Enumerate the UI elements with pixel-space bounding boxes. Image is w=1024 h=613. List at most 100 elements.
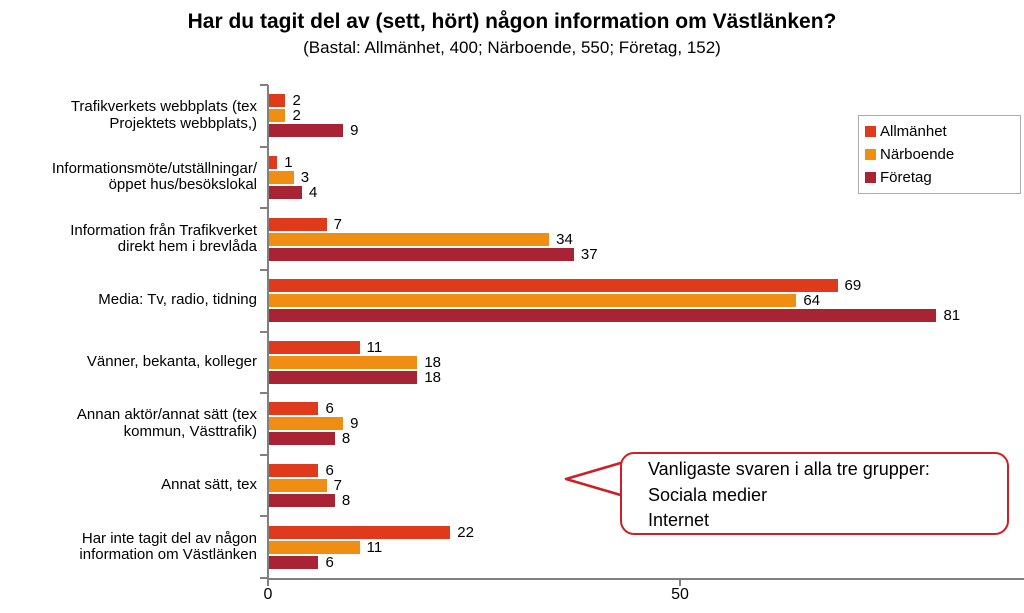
bar-value-label: 69 [844, 277, 862, 295]
bar-allmänhet [269, 155, 278, 169]
bar-allmänhet [269, 217, 327, 231]
bar-value-label: 11 [366, 538, 383, 556]
bar-allmänhet [269, 340, 360, 354]
bar-value-label: 18 [424, 353, 441, 371]
bar-group: 7 34 37 [269, 208, 598, 270]
bar-närboende [269, 540, 360, 554]
bar-value-label: 2 [292, 107, 301, 125]
category-label: Annat sätt, tex [161, 476, 257, 494]
bar-group: 11 18 18 [269, 332, 441, 394]
bar-value-label: 34 [556, 230, 573, 248]
bar-företag [269, 185, 302, 199]
bar-value-label: 1 [284, 153, 293, 171]
y-axis-line [267, 85, 269, 580]
x-axis-tick [267, 580, 269, 586]
y-axis-tick [260, 453, 268, 456]
category-label: Media: Tv, radio, tidning [98, 291, 257, 309]
bar-value-label: 64 [803, 292, 821, 310]
bar-närboende [269, 355, 418, 369]
category-label: Informationsmöte/utställningar/öppet hus… [51, 159, 257, 194]
bar-value-label: 4 [308, 183, 318, 201]
bar-group: 22 11 6 [269, 516, 474, 578]
category-row: Media: Tv, radio, tidning 69 64 81 [0, 270, 1024, 332]
y-axis-tick [260, 515, 268, 518]
bar-value-label: 6 [325, 462, 334, 480]
callout-line: Internet [648, 510, 710, 530]
y-axis-tick [260, 268, 268, 271]
bar-value-label: 3 [300, 168, 310, 186]
bar-value-label: 18 [424, 368, 441, 386]
legend: Allmänhet Närboende Företag [858, 115, 1021, 194]
bar-allmänhet [269, 464, 319, 478]
y-axis-tick [260, 145, 268, 148]
bar-value-label: 81 [943, 307, 961, 325]
bar-value-label: 7 [333, 215, 343, 233]
category-row: Trafikverkets webbplats (tex Projektets w… [0, 85, 1024, 147]
callout-bubble: Vanligaste svaren i alla tre grupper: Soc… [620, 452, 1009, 535]
bar-value-label: 8 [341, 492, 351, 510]
bar-närboende [269, 232, 550, 246]
x-axis-tick-label: 0 [263, 586, 273, 603]
bar-value-label: 9 [350, 415, 359, 433]
legend-label: Företag [880, 169, 932, 186]
category-label: Information från Trafikverket direkt hem … [70, 221, 257, 256]
bar-allmänhet [269, 279, 838, 293]
y-axis-tick [260, 392, 268, 395]
bar-value-label: 2 [292, 92, 301, 110]
category-label: Har inte tagit del av någon information o… [79, 529, 257, 564]
legend-item: Närboende [865, 146, 1014, 163]
bar-närboende [269, 170, 294, 184]
bar-närboende [269, 417, 344, 431]
callout-line: Sociala medier [648, 484, 768, 505]
bar-företag [269, 124, 344, 138]
bar-value-label: 9 [350, 122, 359, 140]
bar-allmänhet [269, 94, 286, 108]
chart-title: Har du tagit del av (sett, hört) någon i… [187, 10, 837, 33]
y-axis-tick [260, 84, 268, 86]
category-label: Vänner, bekanta, kolleger [86, 353, 257, 371]
legend-swatch-icon [865, 149, 876, 160]
category-row: Annan aktör/annat sätt (tex kommun, Västt… [0, 393, 1024, 455]
legend-swatch-icon [865, 172, 876, 183]
category-row: Informationsmöte/utställningar/öppet hus… [0, 147, 1024, 209]
bar-närboende [269, 294, 797, 308]
bar-value-label: 37 [580, 245, 598, 263]
bar-företag [269, 494, 335, 508]
bar-företag [269, 555, 319, 569]
category-row: Vänner, bekanta, kolleger 11 18 18 [0, 332, 1024, 394]
bar-value-label: 7 [333, 477, 343, 495]
bar-företag [269, 247, 574, 261]
y-axis-tick [260, 577, 268, 579]
x-axis-tick-label: 50 [671, 586, 689, 603]
chart-subtitle: (Bastal: Allmänhet, 400; Närboende, 550;… [303, 38, 721, 57]
legend-label: Närboende [880, 146, 955, 163]
bar-företag [269, 432, 335, 446]
bar-value-label: 6 [325, 400, 334, 418]
bar-group: 69 64 81 [269, 270, 960, 332]
callout-line: Vanligaste svaren i alla tre grupper: [648, 459, 930, 479]
legend-item: Allmänhet [865, 123, 1014, 140]
legend-item: Företag [865, 169, 1014, 186]
category-row: Annat sätt, tex 6 7 8 [0, 455, 1024, 517]
legend-label: Allmänhet [880, 123, 947, 140]
category-label: Trafikverkets webbplats (tex Projektets w… [70, 98, 257, 132]
bar-value-label: 11 [366, 338, 383, 356]
bar-närboende [269, 479, 327, 493]
x-axis-line [267, 578, 1024, 580]
bar-allmänhet [269, 525, 451, 539]
bar-företag [269, 309, 937, 323]
category-row: Information från Trafikverket direkt hem … [0, 208, 1024, 270]
bar-value-label: 22 [457, 523, 474, 541]
bar-företag [269, 370, 418, 384]
y-axis-tick [260, 207, 268, 210]
callout-tail [564, 460, 625, 498]
bar-närboende [269, 109, 286, 123]
category-label: Annan aktör/annat sätt (tex kommun, Västt… [76, 406, 257, 440]
bar-value-label: 8 [341, 430, 351, 448]
legend-swatch-icon [865, 126, 876, 137]
x-axis-tick [679, 580, 681, 586]
